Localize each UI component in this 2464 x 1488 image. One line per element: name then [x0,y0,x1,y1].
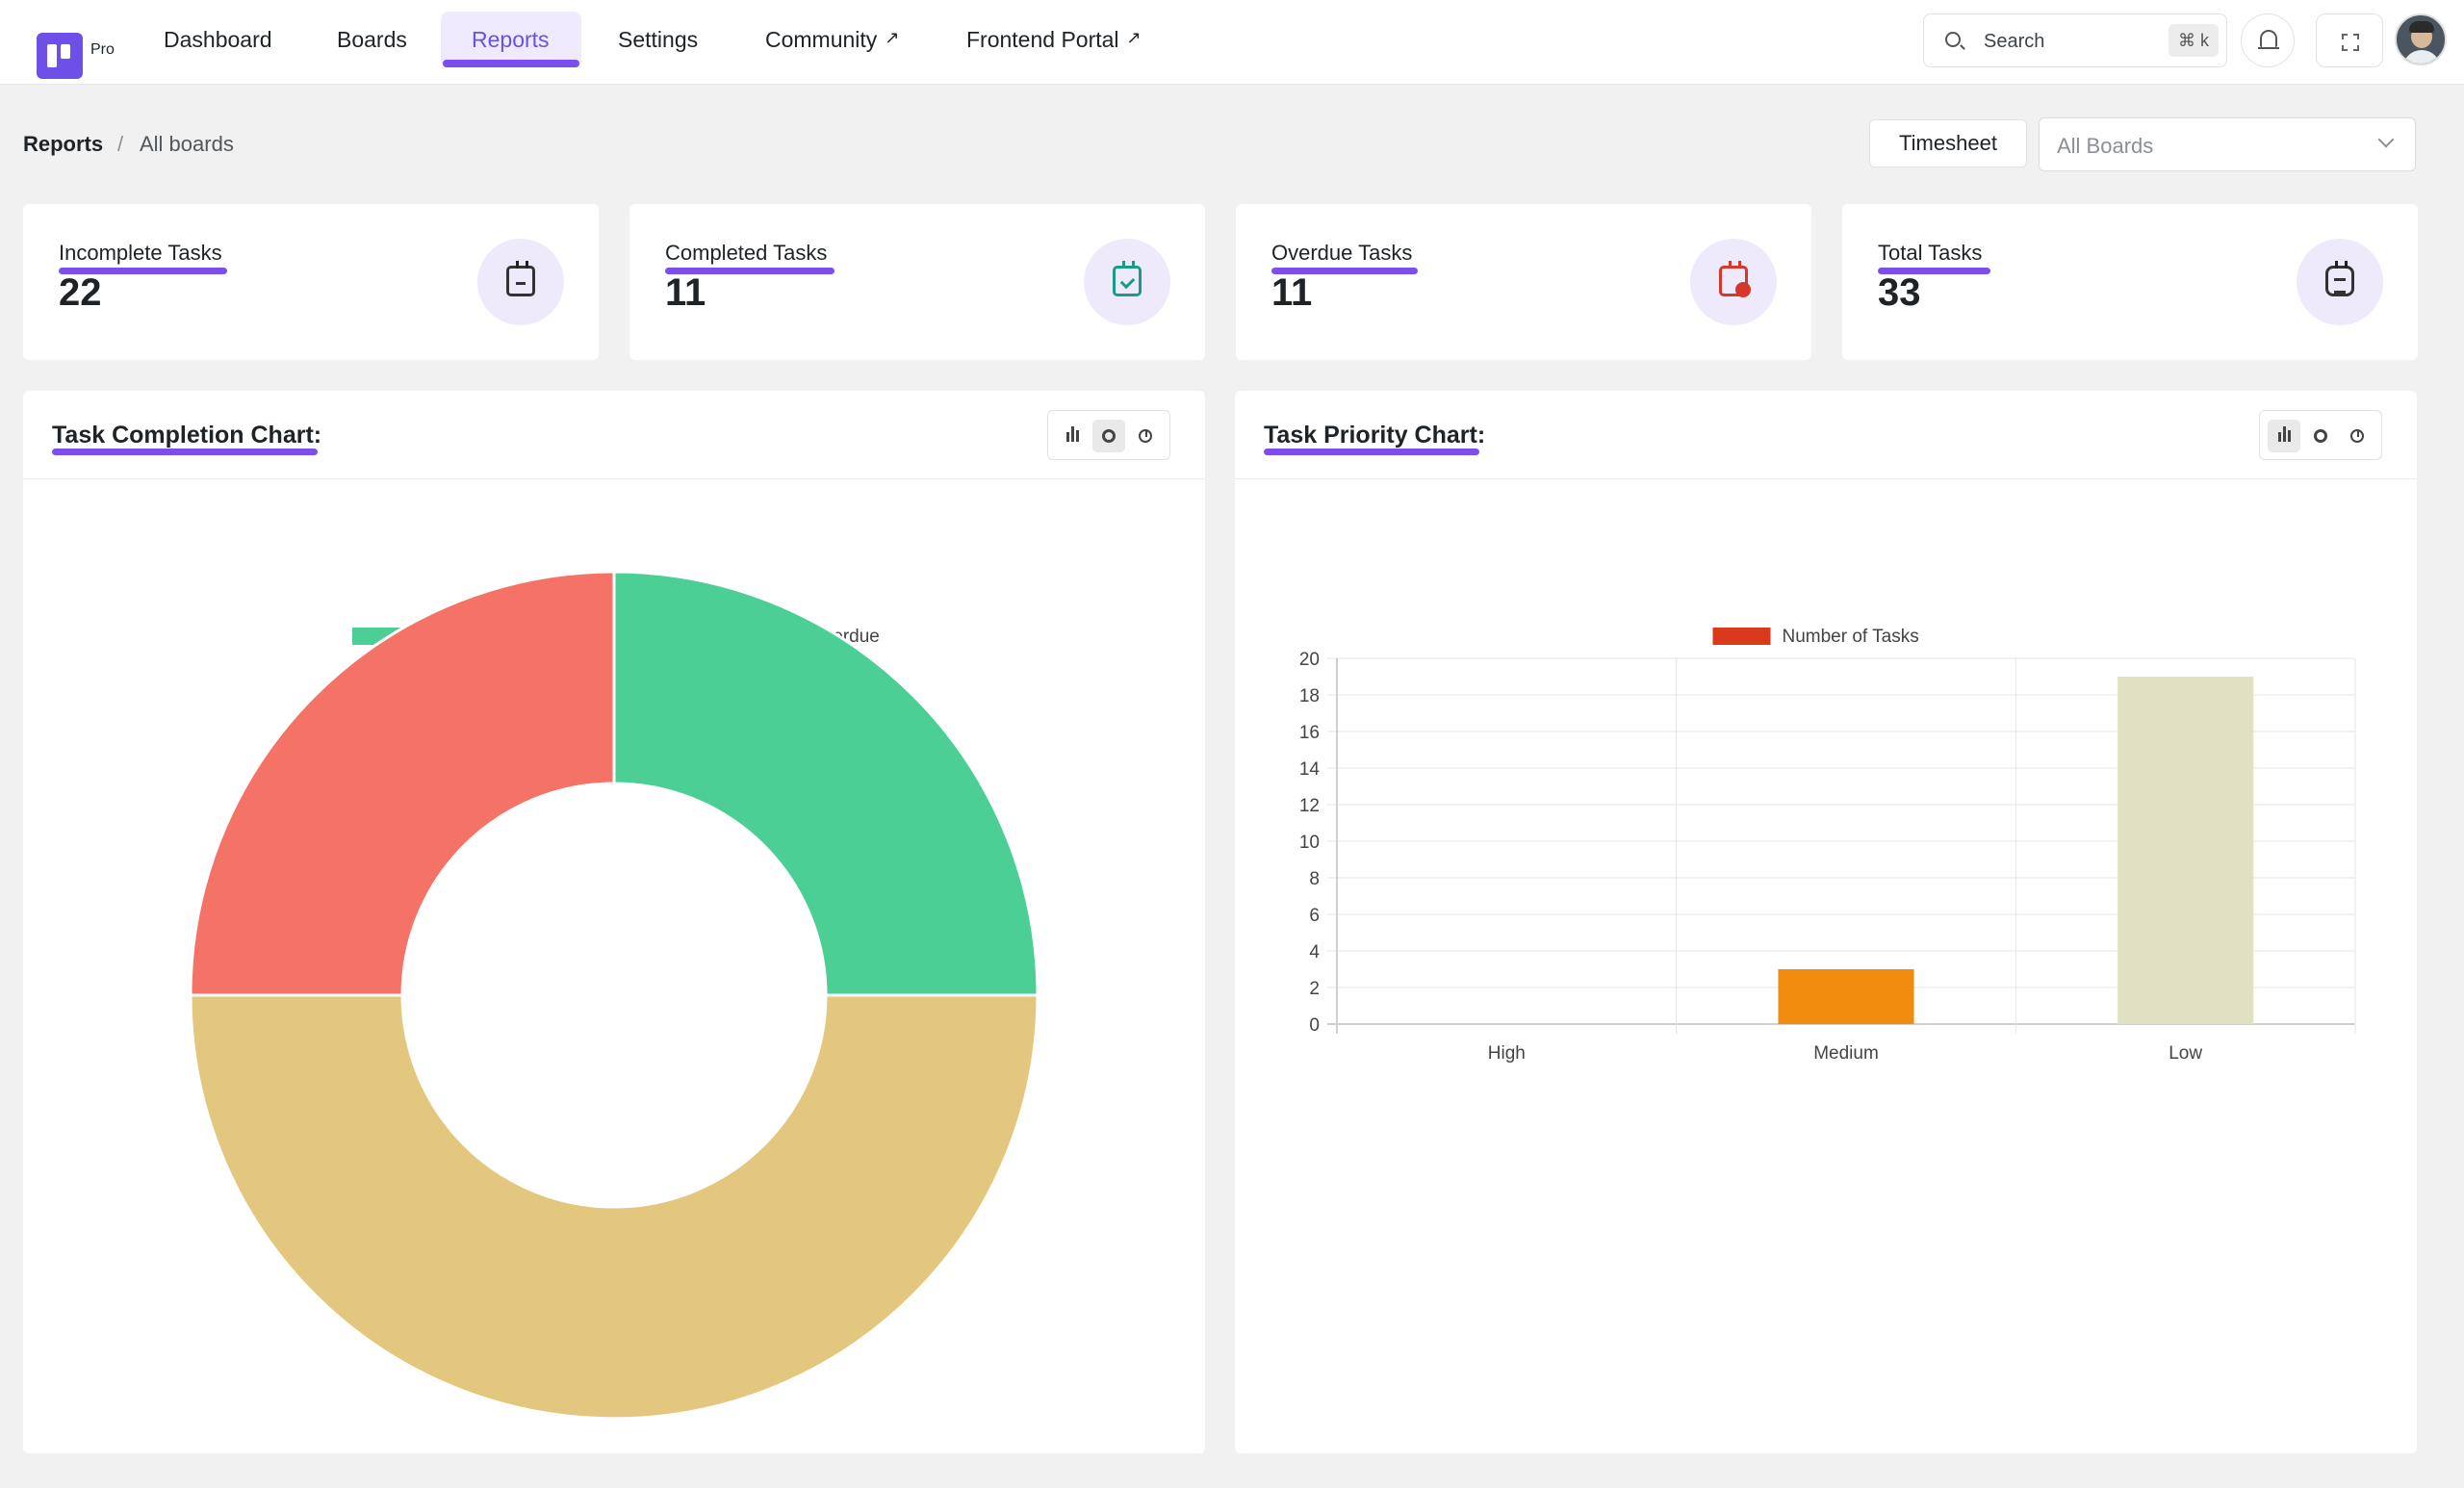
bar-medium [1778,969,1914,1024]
nav-frontend-portal[interactable]: Frontend Portal ↗ [966,27,1142,52]
stat-label: Completed Tasks [665,241,828,265]
timesheet-button[interactable]: Timesheet [1869,119,2027,167]
user-avatar[interactable] [2395,13,2447,65]
nav-community[interactable]: Community ↗ [765,27,900,52]
calendar-minus-icon [477,239,564,325]
stat-card-incomplete: Incomplete Tasks 22 [23,204,599,360]
title-underline [52,449,318,455]
task-completion-panel: Task Completion Chart: CompletedIncomple… [23,391,1205,1453]
calendar-check-icon [1084,239,1170,325]
search-box[interactable]: Search ⌘ k [1923,13,2227,67]
doughnut-slice-overdue [189,570,616,997]
board-filter-select[interactable]: All Boards [2039,117,2416,171]
y-tick-label: 2 [1309,979,1320,999]
notifications-button[interactable] [2241,13,2295,67]
y-tick-label: 0 [1309,1015,1320,1036]
x-tick-label: High [1488,1043,1526,1064]
label-underline [59,268,227,274]
active-tab-background [441,12,581,67]
y-tick-label: 10 [1299,833,1320,853]
bell-icon [2258,30,2279,49]
fullscreen-icon [2342,34,2359,51]
y-tick-label: 18 [1299,686,1320,706]
doughnut-chart-icon[interactable] [1092,420,1125,452]
stat-value: 11 [665,271,706,314]
board-filter-value: All Boards [2057,134,2154,158]
label-underline [1271,268,1418,274]
panel-header: Task Completion Chart: [23,391,1205,479]
y-tick-label: 12 [1299,796,1320,816]
stat-label: Total Tasks [1878,241,1983,265]
chart-type-switcher [2259,410,2382,460]
y-tick-label: 4 [1309,942,1320,962]
document-icon [2297,239,2383,325]
stat-label: Overdue Tasks [1271,241,1413,265]
external-link-icon: ↗ [1126,28,1142,47]
stat-value: 22 [59,271,102,314]
legend-label: Number of Tasks [1783,627,1919,647]
stat-value: 33 [1878,271,1921,314]
breadcrumb-root[interactable]: Reports [23,132,104,156]
bar-low [2118,677,2254,1024]
stat-card-completed: Completed Tasks 11 [629,204,1205,360]
search-shortcut-badge: ⌘ k [2169,24,2219,57]
x-tick-label: Medium [1813,1043,1879,1064]
chart-type-switcher [1047,410,1170,460]
nav-reports[interactable]: Reports [472,27,550,52]
panel-header: Task Priority Chart: [1235,391,2417,479]
task-priority-bar-chart: Number of Tasks 0 2 4 6 8 10 12 14 16 18 20 High Medi… [1299,627,2356,1064]
nav-dashboard[interactable]: Dashboard [164,27,272,52]
breadcrumb-separator: / [117,132,124,156]
x-tick-label: Low [2169,1043,2202,1064]
brand-pro-label: Pro [90,41,115,58]
doughnut-chart-icon[interactable] [2304,420,2337,452]
nav-boards[interactable]: Boards [337,27,407,52]
doughnut-slice-completed [612,570,1040,997]
doughnut-slice-incomplete [189,993,1040,1421]
label-underline [665,268,834,274]
search-icon [1945,32,1961,47]
pie-chart-icon[interactable] [2341,420,2374,452]
chevron-down-icon [2377,131,2395,148]
y-tick-label: 14 [1299,759,1321,780]
stat-card-overdue: Overdue Tasks 11 [1236,204,1811,360]
task-priority-panel: Task Priority Chart: Number of Tasks 0 2 4 6… [1235,391,2417,1453]
bar-chart-icon[interactable] [1056,420,1089,452]
legend-swatch [1712,628,1771,645]
y-tick-label: 8 [1309,869,1320,889]
task-completion-doughnut-chart: CompletedIncompleteOverdue [189,570,1040,1421]
label-underline [1878,268,1990,274]
stat-card-total: Total Tasks 33 [1842,204,2418,360]
calendar-alert-icon [1690,239,1777,325]
external-link-icon: ↗ [885,28,900,47]
y-tick-label: 16 [1299,723,1320,743]
stat-label: Incomplete Tasks [59,241,222,265]
fullscreen-button[interactable] [2316,13,2383,67]
bar-chart-icon[interactable] [2268,420,2300,452]
breadcrumb-current: All boards [140,132,234,156]
panel-title: Task Priority Chart: [1264,422,1486,449]
y-tick-label: 6 [1309,906,1320,926]
y-tick-label: 20 [1299,650,1320,670]
pie-chart-icon[interactable] [1129,420,1162,452]
search-placeholder: Search [1984,31,2045,52]
top-navigation: Pro Dashboard Boards Reports Settings Co… [0,0,2464,85]
panel-title: Task Completion Chart: [52,422,322,449]
app-logo[interactable] [37,33,83,79]
active-tab-indicator [443,60,579,67]
title-underline [1264,449,1479,455]
nav-settings[interactable]: Settings [618,27,699,52]
stat-value: 11 [1271,271,1313,314]
